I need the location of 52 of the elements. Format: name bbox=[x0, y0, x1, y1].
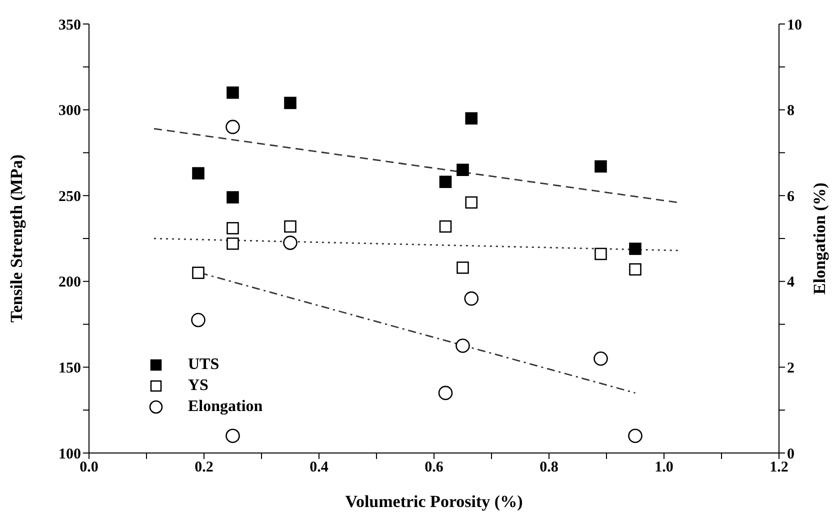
point bbox=[191, 312, 206, 328]
y2-tick-label: 0 bbox=[787, 446, 794, 462]
y2-axis-title: Elongation (%) bbox=[810, 182, 830, 294]
point bbox=[465, 196, 478, 209]
y-tick-label: 350 bbox=[58, 17, 81, 34]
y2-tick-label: 10 bbox=[787, 17, 802, 34]
point bbox=[226, 238, 239, 250]
y-tick-label: 150 bbox=[58, 360, 81, 377]
point bbox=[226, 86, 239, 99]
point bbox=[438, 386, 453, 400]
y-axis-title: Tensile Strength (MPa) bbox=[7, 154, 26, 323]
point bbox=[284, 220, 296, 233]
y2-tick-label: 8 bbox=[787, 103, 794, 120]
y2-tick-label: 6 bbox=[787, 188, 795, 205]
point bbox=[594, 248, 607, 260]
x-tick-label: 0.8 bbox=[540, 460, 558, 476]
legend-label: Elongation bbox=[188, 398, 263, 416]
point bbox=[456, 262, 469, 274]
x-tick-label: 1.0 bbox=[654, 460, 674, 476]
point bbox=[284, 96, 296, 110]
point bbox=[226, 120, 240, 134]
point bbox=[464, 291, 479, 306]
y-tick-label: 250 bbox=[58, 188, 81, 205]
point bbox=[465, 112, 478, 125]
point bbox=[456, 338, 470, 353]
legend-label: YS bbox=[188, 377, 208, 395]
y2-tick-label: 2 bbox=[787, 360, 794, 377]
y-tick-label: 300 bbox=[58, 103, 81, 120]
x-axis-title: Volumetric Porosity (%) bbox=[345, 492, 523, 511]
point bbox=[192, 266, 204, 279]
y-tick-label: 200 bbox=[58, 274, 81, 291]
y2-tick-label: 4 bbox=[787, 274, 795, 291]
y-tick-label: 100 bbox=[58, 446, 81, 462]
point bbox=[439, 220, 452, 233]
point bbox=[283, 236, 298, 250]
x-tick-label: 0.4 bbox=[310, 460, 329, 476]
point bbox=[226, 191, 239, 204]
point bbox=[456, 164, 469, 176]
point bbox=[629, 263, 642, 276]
x-tick-label: 1.2 bbox=[770, 460, 788, 476]
point bbox=[226, 428, 240, 443]
point bbox=[439, 176, 452, 188]
point bbox=[192, 167, 204, 180]
point bbox=[629, 242, 642, 255]
x-tick-label: 0.2 bbox=[194, 460, 214, 476]
point bbox=[594, 160, 607, 173]
point bbox=[628, 428, 642, 443]
x-tick-label: 0.6 bbox=[424, 460, 444, 476]
x-tick-label: 0.0 bbox=[80, 460, 98, 476]
point bbox=[594, 351, 608, 366]
point bbox=[226, 222, 239, 234]
legend-label: UTS bbox=[188, 356, 220, 374]
